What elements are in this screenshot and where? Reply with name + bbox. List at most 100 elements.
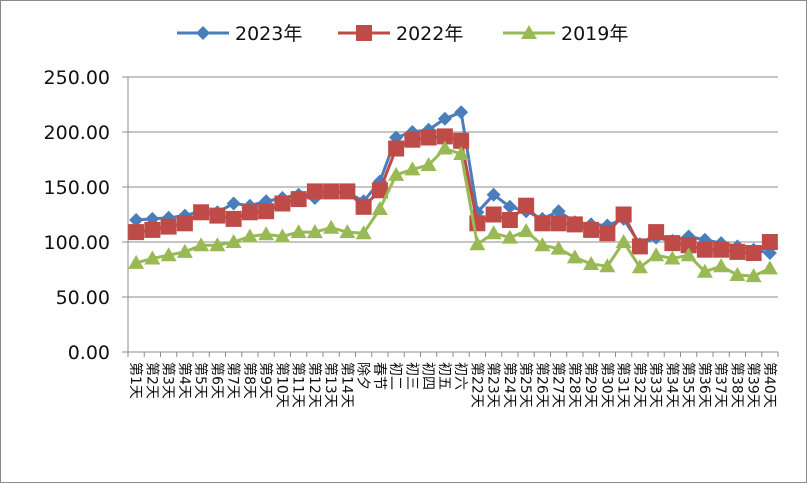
data-point bbox=[241, 204, 258, 221]
data-point bbox=[534, 237, 551, 252]
data-point bbox=[196, 26, 210, 40]
data-point bbox=[225, 210, 242, 227]
y-tick-label: 250.00 bbox=[44, 67, 110, 89]
x-category-label: 第33天 bbox=[647, 362, 664, 408]
x-category-label: 除夕 bbox=[355, 362, 371, 390]
data-point bbox=[160, 247, 177, 262]
x-category-label: 第40天 bbox=[761, 362, 778, 408]
data-point bbox=[761, 260, 778, 275]
x-category-label: 第32天 bbox=[631, 362, 648, 408]
data-point bbox=[648, 247, 665, 262]
data-point bbox=[193, 204, 210, 221]
x-category-label: 初三 bbox=[403, 362, 420, 390]
x-category-label: 第34天 bbox=[663, 362, 680, 408]
x-category-label: 春节 bbox=[371, 362, 387, 390]
data-point bbox=[518, 197, 535, 214]
x-category-label: 第28天 bbox=[566, 362, 583, 408]
data-point bbox=[501, 212, 518, 228]
x-category-label: 第25天 bbox=[517, 362, 534, 408]
x-category-label: 第10天 bbox=[273, 362, 290, 408]
series-line bbox=[136, 110, 771, 255]
data-point bbox=[521, 25, 537, 39]
data-point bbox=[355, 198, 372, 215]
x-category-label: 初五 bbox=[436, 362, 453, 390]
data-point bbox=[713, 258, 730, 273]
x-category-label: 第30天 bbox=[598, 362, 615, 408]
data-point bbox=[355, 225, 372, 240]
data-point bbox=[176, 215, 193, 232]
data-point bbox=[176, 243, 193, 258]
data-point bbox=[729, 243, 746, 260]
series-2019年 bbox=[128, 140, 778, 283]
data-point bbox=[258, 226, 275, 241]
data-point bbox=[745, 268, 762, 283]
data-point bbox=[274, 195, 291, 212]
y-tick-label: 0.00 bbox=[68, 342, 110, 364]
y-tick-label: 200.00 bbox=[44, 122, 110, 144]
data-point bbox=[485, 225, 502, 240]
data-point bbox=[729, 267, 746, 281]
x-category-label: 初六 bbox=[452, 362, 469, 390]
x-category-label: 第31天 bbox=[615, 362, 632, 408]
data-point bbox=[696, 263, 713, 278]
data-point bbox=[323, 219, 340, 234]
data-point bbox=[128, 254, 145, 269]
data-point bbox=[599, 258, 616, 273]
data-point bbox=[518, 223, 535, 237]
data-point bbox=[534, 215, 551, 232]
data-point bbox=[501, 229, 518, 244]
data-point bbox=[144, 221, 161, 238]
data-point bbox=[583, 256, 600, 270]
x-category-label: 第6天 bbox=[208, 362, 225, 399]
x-category-label: 第3天 bbox=[160, 362, 177, 399]
legend: 2023年 2022年 2019年 bbox=[177, 23, 628, 45]
data-point bbox=[404, 161, 421, 176]
data-point bbox=[696, 241, 713, 258]
data-point bbox=[485, 206, 502, 223]
data-point bbox=[371, 201, 388, 215]
legend-item-2022年: 2022年 bbox=[338, 23, 463, 45]
x-category-label: 第22天 bbox=[468, 362, 485, 408]
legend-label: 2023年 bbox=[235, 23, 302, 45]
x-category-label: 第27天 bbox=[550, 362, 567, 408]
x-category-label: 第7天 bbox=[225, 362, 242, 399]
grid-lines bbox=[128, 76, 778, 353]
data-point bbox=[599, 225, 616, 242]
x-axis-categories: 第1天 第2天 第3天 第4天 第5天 第6天 第7天 第8天 第9天 第10天 第11天 第12天第… bbox=[127, 362, 778, 408]
legend-item-2019年: 2019年 bbox=[503, 23, 628, 45]
x-category-label: 第39天 bbox=[745, 362, 762, 408]
legend-label: 2019年 bbox=[561, 23, 628, 45]
data-point bbox=[290, 224, 307, 239]
data-point bbox=[502, 199, 517, 214]
x-category-label: 第4天 bbox=[176, 362, 193, 399]
data-point bbox=[306, 224, 323, 239]
x-category-label: 第36天 bbox=[696, 362, 713, 408]
data-point bbox=[241, 228, 258, 243]
data-point bbox=[144, 250, 161, 265]
data-point bbox=[160, 218, 177, 235]
x-category-label: 第38天 bbox=[728, 362, 745, 408]
data-point bbox=[339, 183, 356, 200]
data-point bbox=[713, 241, 730, 258]
x-category-label: 初四 bbox=[420, 362, 437, 390]
data-point bbox=[615, 206, 632, 223]
data-point bbox=[664, 235, 681, 252]
data-point bbox=[664, 250, 681, 265]
x-category-label: 第11天 bbox=[290, 362, 307, 408]
data-point bbox=[745, 245, 762, 261]
data-point bbox=[566, 249, 583, 264]
y-tick-label: 150.00 bbox=[44, 177, 110, 199]
x-category-label: 初二 bbox=[387, 362, 404, 390]
data-point bbox=[761, 234, 778, 250]
x-category-label: 第29天 bbox=[582, 362, 599, 408]
x-category-label: 第2天 bbox=[143, 362, 160, 399]
x-category-label: 第9天 bbox=[257, 362, 274, 399]
data-point bbox=[371, 182, 388, 199]
data-point bbox=[680, 247, 697, 262]
data-point bbox=[258, 203, 275, 220]
data-point bbox=[339, 224, 356, 239]
x-category-label: 第24天 bbox=[501, 362, 518, 408]
x-category-label: 第23天 bbox=[485, 362, 502, 408]
data-point bbox=[274, 228, 291, 243]
